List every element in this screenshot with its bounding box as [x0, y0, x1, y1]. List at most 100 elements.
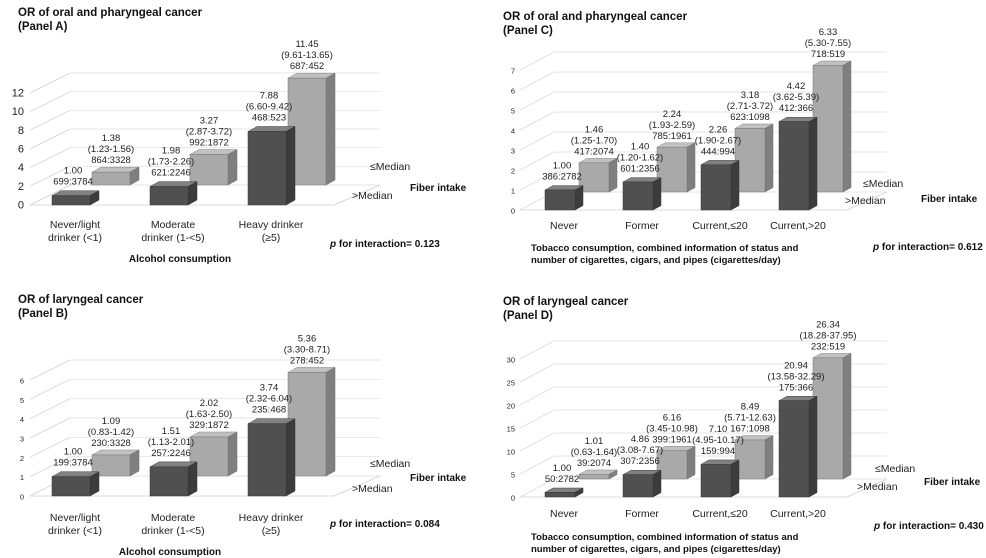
gridline-diagonal — [29, 128, 71, 150]
x-axis-label: Tobacco consumption, combined informatio… — [531, 243, 801, 266]
bar-front-face — [778, 121, 810, 211]
data-label-line: (18.28-37.95) — [799, 330, 856, 341]
data-label-line: (1.23-1.56) — [88, 144, 134, 155]
data-label-front: 1.40 (1.20-1.62) 601:2356 — [617, 142, 663, 175]
legend-front-series: >Median — [845, 195, 886, 207]
interaction-p-value: for interaction= 0.430 — [883, 521, 984, 532]
bar-back-series — [734, 123, 774, 193]
data-label-line: 1.98 — [162, 146, 181, 157]
chart-title: OR of oral and pharyngeal cancer — [18, 7, 203, 19]
bar-front-series — [247, 418, 296, 497]
bar-back-series — [91, 449, 140, 477]
x-tick-label-line: Heavy drinker — [239, 512, 304, 524]
x-axis-label: Tobacco consumption, combined informatio… — [531, 532, 801, 555]
floor-side-edge — [333, 184, 381, 206]
y-tick-label: 1 — [511, 187, 515, 196]
bar-back-series — [578, 469, 618, 480]
gridline-diagonal — [519, 455, 555, 475]
bar-front-face — [51, 476, 91, 497]
data-label-line: 1.40 — [631, 142, 650, 153]
bar-front-face — [544, 492, 576, 498]
data-label-line: (1.90-2.67) — [695, 135, 741, 146]
x-tick-label-line: (≥5) — [262, 232, 281, 244]
interaction-p-label: p for interaction= 0.612 — [872, 242, 983, 253]
data-label-line: 7.10 — [709, 424, 728, 435]
gridline-diagonal — [29, 398, 71, 419]
data-label-front: 4.86 (3.08-7.67) 307:2356 — [617, 434, 663, 467]
x-tick-label: Current,>20 — [770, 220, 826, 232]
data-label-line: 1.00 — [64, 166, 83, 177]
data-label-line: 2.24 — [663, 109, 682, 120]
data-label-line: 1.00 — [553, 463, 572, 474]
chart-title: OR of laryngeal cancer — [503, 296, 629, 308]
x-tick-label: Never — [550, 508, 579, 520]
bar-back-series — [812, 353, 852, 480]
data-label-back: 2.24 (1.93-2.59) 785:1961 — [649, 109, 695, 142]
data-label-front: 20.94 (13.58-32.29) 175:366 — [767, 360, 824, 393]
x-tick-label-line: drinker (<1) — [48, 525, 102, 537]
bar-side-face — [686, 445, 696, 480]
x-tick-label: Former — [625, 220, 659, 232]
x-tick-label: Never — [550, 220, 579, 232]
bar-front-series — [544, 185, 584, 211]
data-label-line: 601:2356 — [620, 164, 660, 175]
data-label-line: 20.94 — [784, 360, 808, 371]
data-label-line: 8.49 — [741, 402, 760, 413]
bar-front-face — [622, 474, 654, 498]
data-label-back: 26.34 (18.28-37.95) 232:519 — [799, 319, 856, 352]
chart-subtitle: (Panel C) — [503, 25, 553, 37]
data-label-line: 6.16 — [663, 412, 682, 423]
bar-front-face — [656, 450, 688, 480]
bar-back-series — [91, 166, 140, 186]
x-tick-label: Moderate drinker (1-<5) — [141, 219, 204, 244]
data-label-front: 3.74 (2.32-6.04) 235:468 — [246, 383, 292, 416]
bar-side-face — [187, 461, 198, 497]
x-axis-label: Alcohol consumption — [129, 254, 231, 265]
x-axis-label-line-1: Tobacco consumption, combined informatio… — [531, 243, 799, 254]
bar-side-face — [227, 149, 238, 186]
bar-side-face — [686, 142, 696, 193]
x-tick-label: Never/light drinker (<1) — [48, 512, 102, 537]
bar-front-face — [91, 171, 131, 186]
bar-front-face — [812, 65, 844, 193]
data-label-line: 1.51 — [162, 426, 181, 437]
bar-side-face — [842, 60, 852, 193]
y-tick-label: 25 — [507, 379, 515, 388]
bar-front-face — [247, 131, 287, 206]
chart-subtitle: (Panel A) — [18, 21, 68, 33]
x-tick-label-line: Never/light — [50, 512, 100, 524]
data-label-line: 785:1961 — [652, 131, 692, 142]
data-label-line: (0.83-1.42) — [88, 427, 134, 438]
gridline-diagonal — [519, 340, 555, 360]
y-tick-label: 20 — [507, 402, 515, 411]
data-label-line: 623:1098 — [730, 112, 770, 123]
gridline-diagonal — [29, 91, 71, 112]
bar-back-series — [656, 142, 696, 193]
bar-side-face — [808, 395, 818, 498]
bar-side-face — [325, 367, 336, 477]
gridline-diagonal — [29, 166, 71, 187]
gridline-diagonal — [519, 478, 555, 498]
bar-front-face — [700, 164, 732, 211]
y-tick-label: 4 — [18, 162, 24, 174]
gridline-diagonal — [29, 359, 71, 381]
data-label-line: (2.87-3.72) — [186, 127, 232, 138]
legend-back-series: ≤Median — [370, 161, 410, 173]
chart-subtitle: (Panel D) — [503, 310, 553, 322]
data-label-line: 1.00 — [64, 447, 83, 458]
x-tick-label-line: Moderate — [151, 512, 196, 524]
y-tick-label: 5 — [20, 396, 24, 405]
legend-front-series: >Median — [352, 190, 393, 202]
data-label-line: 278:452 — [290, 355, 324, 366]
chart-title: OR of oral and pharyngeal cancer — [503, 11, 688, 23]
bar-front-face — [734, 128, 766, 193]
data-label-line: 329:1872 — [189, 420, 229, 431]
data-label-back: 1.38 (1.23-1.56) 864:3328 — [88, 133, 134, 166]
data-label-line: 444:994 — [701, 146, 735, 157]
gridline-diagonal — [519, 409, 555, 429]
bar-front-face — [544, 189, 576, 211]
interaction-p-label: p for interaction= 0.123 — [329, 239, 440, 250]
x-axis-label-line-1: Tobacco consumption, combined informatio… — [531, 532, 799, 543]
bar-front-face — [578, 474, 610, 480]
interaction-p-value: for interaction= 0.084 — [339, 519, 440, 530]
